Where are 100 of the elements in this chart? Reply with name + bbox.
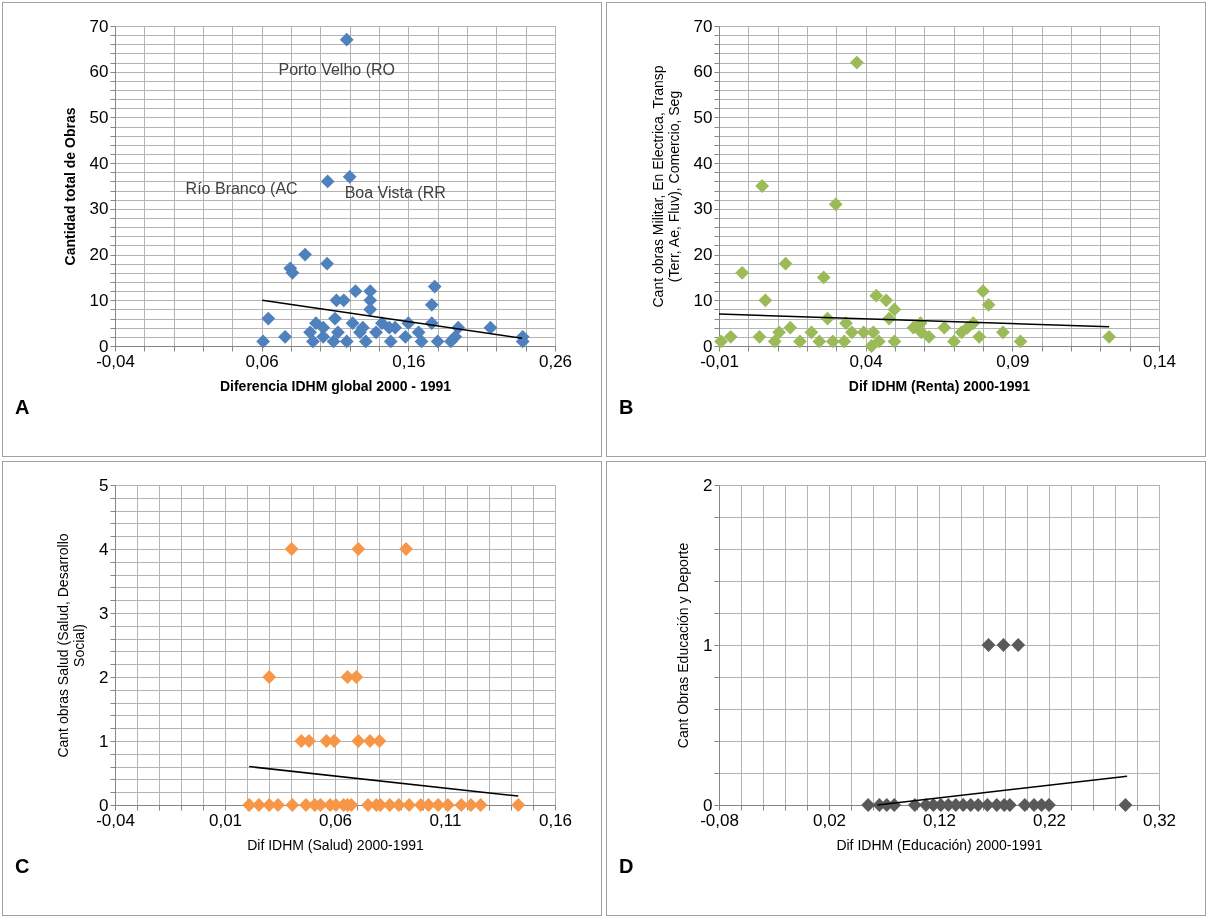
point xyxy=(369,325,383,340)
point xyxy=(793,334,807,349)
point xyxy=(960,320,975,335)
y-tick-label: 1 xyxy=(703,635,713,655)
point xyxy=(411,325,426,340)
point xyxy=(309,316,323,331)
point xyxy=(816,270,831,285)
point xyxy=(256,334,271,349)
point xyxy=(922,329,936,344)
x-tick-label: 0,12 xyxy=(922,810,957,830)
point xyxy=(262,670,277,684)
point xyxy=(298,247,312,262)
point xyxy=(1102,329,1117,344)
point xyxy=(351,734,366,748)
x-tick-label: 0,26 xyxy=(538,351,573,371)
point xyxy=(339,32,354,47)
point xyxy=(972,329,987,344)
point xyxy=(326,334,341,349)
y-tick-label: 50 xyxy=(693,107,713,127)
point xyxy=(758,293,773,308)
x-tick-label: 0,16 xyxy=(392,351,426,371)
y-tick-label: 5 xyxy=(99,475,109,495)
point xyxy=(303,325,317,340)
point xyxy=(767,334,782,349)
text: B xyxy=(619,396,634,418)
y-tick-label: 3 xyxy=(99,603,109,623)
point xyxy=(320,174,335,189)
x-tick-label: 0,01 xyxy=(208,810,243,830)
text: C xyxy=(15,855,30,877)
point xyxy=(755,179,770,193)
point xyxy=(735,265,750,280)
text: D xyxy=(619,855,634,877)
point xyxy=(285,798,300,812)
point xyxy=(511,798,526,812)
point xyxy=(887,302,902,317)
point xyxy=(837,334,852,349)
point xyxy=(996,325,1010,340)
point xyxy=(261,311,276,326)
x-tick-label: 0,22 xyxy=(1032,810,1067,830)
point xyxy=(278,329,293,344)
point xyxy=(778,256,793,271)
point xyxy=(772,325,787,340)
point xyxy=(398,329,413,344)
y-axis-title: Cantidad total de Obras xyxy=(61,107,78,266)
point xyxy=(887,334,902,349)
point xyxy=(414,334,429,349)
point xyxy=(714,334,728,349)
point xyxy=(976,284,990,299)
point xyxy=(804,325,819,340)
point xyxy=(825,334,840,349)
x-tick-label: 0,09 xyxy=(996,351,1030,371)
point xyxy=(879,293,894,308)
y-tick-label: 30 xyxy=(89,199,109,219)
point xyxy=(947,334,961,349)
point xyxy=(483,320,498,335)
point xyxy=(828,197,843,212)
point xyxy=(937,320,952,335)
y-tick-label: 40 xyxy=(89,153,109,173)
point xyxy=(430,334,445,349)
y-tick-label: 20 xyxy=(693,245,713,265)
point xyxy=(402,798,417,812)
y-tick-label: 10 xyxy=(89,290,109,310)
x-axis-title: Dif IDHM (Renta) 2000-1991 xyxy=(848,377,1031,394)
annotation: Boa Vista (RR xyxy=(344,183,446,201)
x-tick-label: 0,14 xyxy=(1142,351,1177,371)
y-tick-label: 40 xyxy=(693,153,713,173)
x-tick-label: 0,11 xyxy=(429,810,462,830)
point xyxy=(871,334,886,349)
point xyxy=(849,55,864,70)
point xyxy=(427,279,442,294)
point xyxy=(473,798,488,812)
y-tick-label: 60 xyxy=(693,62,713,82)
point xyxy=(752,329,767,344)
y-axis-title: Cant obras Militar, En Electrica, Transp (Terr, Ae, Fluv), Comercio, Seg xyxy=(649,65,682,308)
point xyxy=(320,256,334,271)
y-tick-label: 60 xyxy=(89,62,109,82)
point xyxy=(424,297,439,312)
point xyxy=(866,325,881,340)
y-tick-label: 2 xyxy=(99,667,109,687)
y-tick-label: 1 xyxy=(99,731,109,751)
y-tick-label: 10 xyxy=(693,290,713,310)
y-axis-title: Cant Obras Educación y Deporte xyxy=(675,542,692,749)
point xyxy=(331,325,345,340)
point xyxy=(783,320,798,335)
point xyxy=(839,316,853,331)
x-tick-label: 0,32 xyxy=(1142,810,1177,830)
point xyxy=(869,288,884,303)
point xyxy=(812,334,827,349)
annotation: Río Branco (AC xyxy=(185,180,298,198)
x-tick-label: 0,02 xyxy=(812,810,847,830)
point xyxy=(1013,334,1028,349)
x-axis-title: Diferencia IDHM global 2000 - 1991 xyxy=(219,377,452,394)
point xyxy=(345,316,360,331)
x-tick-label: 0,06 xyxy=(318,810,353,830)
point xyxy=(981,297,996,312)
x-axis-title: Dif IDHM (Educación) 2000-1991 xyxy=(836,836,1043,853)
point xyxy=(864,339,879,353)
point xyxy=(339,334,354,349)
x-tick-label: 0,04 xyxy=(849,351,883,371)
y-tick-label: 20 xyxy=(89,245,109,265)
